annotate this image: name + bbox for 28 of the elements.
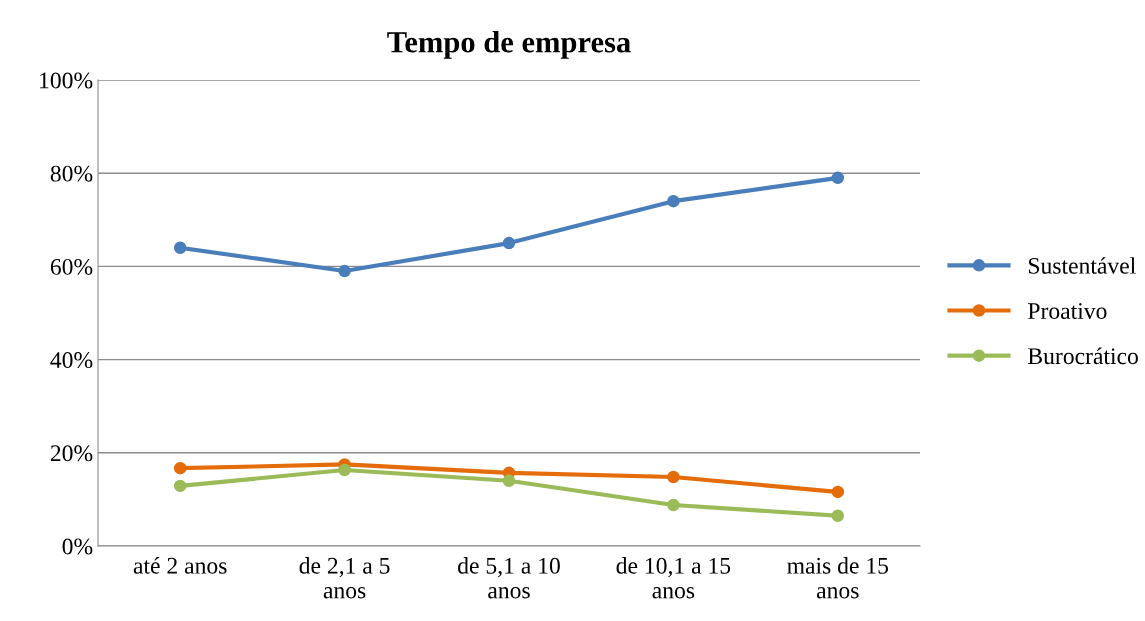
y-tick-label: 0% [62, 538, 93, 555]
point [173, 479, 187, 493]
y-tick-label: 80% [50, 165, 93, 182]
x-tick-label: de 5,1 a 10 anos [458, 557, 560, 599]
y-tick-label: 20% [50, 445, 93, 462]
y-tick-label: 60% [50, 258, 93, 275]
x-tick-label: de 2,1 a 5 anos [299, 557, 390, 599]
point [667, 498, 680, 512]
legend-label: Burocrático [1028, 347, 1138, 365]
x-tick-label: até 2 anos [133, 557, 227, 574]
point [338, 264, 351, 278]
legend-label: Sustentável [1028, 257, 1136, 274]
point [831, 509, 845, 522]
point [831, 171, 845, 185]
point [173, 241, 187, 255]
point [667, 470, 680, 484]
point [667, 194, 680, 208]
y-tick-label: 40% [50, 352, 93, 369]
x-tick-label: de 10,1 a 15 anos [616, 557, 731, 599]
point [831, 485, 845, 499]
chart-title: Tempo de empresa [387, 31, 631, 59]
point [502, 474, 516, 488]
legend-label: Proativo [1028, 303, 1107, 319]
point [502, 236, 516, 250]
point [338, 463, 351, 477]
x-tick-label: mais de 15 anos [787, 557, 889, 599]
point [173, 461, 187, 475]
y-tick-label: 100% [40, 72, 93, 89]
